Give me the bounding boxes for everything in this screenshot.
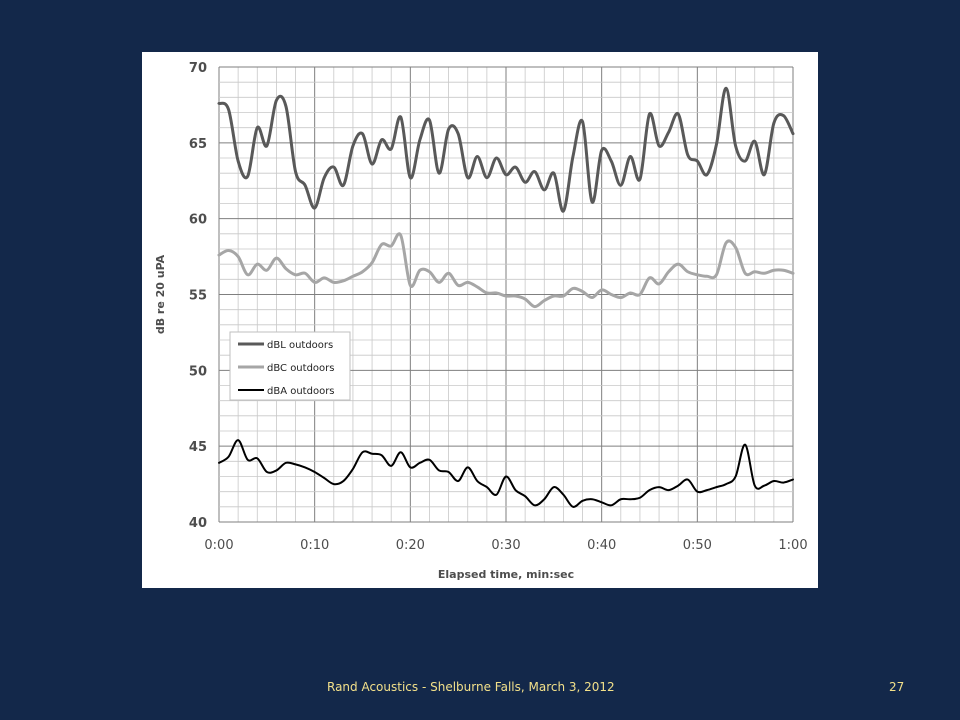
line-chart: 40 45 50 55 60 65 70 0:00 0:10 0:20 0:30 0:40 0:50 1:…: [154, 61, 808, 581]
footer: Rand Acoustics - Shelburne Falls, March …: [0, 676, 960, 700]
y-tick-label: 60: [189, 213, 207, 228]
x-tick-label: 0:30: [491, 538, 520, 553]
x-axis-title: Elapsed time, min:sec: [438, 568, 574, 581]
page-number: 27: [889, 680, 905, 694]
series-line-dbc: [217, 232, 795, 309]
y-tick-label: 65: [189, 137, 207, 152]
series-line-dbl: [217, 86, 795, 213]
series-lines: [217, 86, 795, 508]
y-tick-label: 40: [189, 516, 207, 531]
tick-labels: 40 45 50 55 60 65 70 0:00 0:10 0:20 0:30 0:40 0:50 1:…: [189, 61, 808, 553]
x-tick-label: 1:00: [778, 538, 807, 553]
legend-label-dbl: dBL outdoors: [267, 340, 333, 351]
legend: dBL outdoors dBC outdoors dBA outdoors: [229, 331, 351, 401]
y-tick-label: 50: [189, 364, 207, 379]
y-tick-label: 45: [189, 440, 207, 455]
x-tick-label: 0:40: [587, 538, 616, 553]
legend-label-dbc: dBC outdoors: [267, 363, 334, 374]
y-tick-label: 55: [189, 289, 207, 304]
x-tick-label: 0:50: [683, 538, 712, 553]
x-tick-label: 0:20: [396, 538, 425, 553]
y-tick-label: 70: [189, 61, 207, 76]
series-line-dba: [218, 439, 794, 508]
grid: [218, 66, 794, 523]
y-axis-title: dB re 20 uPA: [154, 254, 167, 334]
legend-label-dba: dBA outdoors: [267, 386, 335, 397]
x-tick-label: 0:10: [300, 538, 329, 553]
chart-panel: 40 45 50 55 60 65 70 0:00 0:10 0:20 0:30 0:40 0:50 1:…: [142, 52, 818, 588]
footer-text: Rand Acoustics - Shelburne Falls, March …: [327, 680, 615, 694]
x-tick-label: 0:00: [204, 538, 233, 553]
